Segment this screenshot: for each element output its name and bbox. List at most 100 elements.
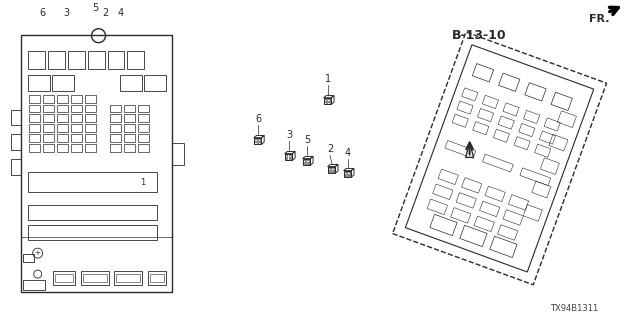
Bar [84,94,95,102]
Bar [324,98,332,104]
Bar [29,115,40,123]
Bar [81,271,109,285]
Bar [344,172,346,174]
Bar [56,144,68,152]
Bar [307,163,308,164]
Bar [84,144,95,152]
Text: 5: 5 [304,135,310,145]
Bar [328,100,330,101]
Bar [70,144,81,152]
Bar [124,134,136,142]
Bar [56,94,68,102]
Bar [344,175,346,176]
Bar [120,75,143,91]
Bar [348,172,349,174]
Bar [11,109,20,125]
Bar [108,51,124,68]
Bar [124,124,136,132]
Bar [70,105,81,113]
Bar [83,274,106,282]
Text: 2: 2 [102,8,109,18]
Bar [70,115,81,123]
Bar [68,51,84,68]
Bar [84,134,95,142]
Bar [303,159,310,165]
Text: TX94B1311: TX94B1311 [550,304,598,313]
Bar [11,134,20,150]
Bar [257,142,260,143]
Text: B-13-10: B-13-10 [452,29,507,42]
Text: 4: 4 [345,148,351,158]
Bar [344,171,351,177]
Bar [253,138,261,144]
Polygon shape [466,142,474,157]
Bar [43,94,54,102]
Bar [29,94,40,102]
Bar [56,105,68,113]
Bar [115,271,143,285]
Bar [303,160,305,162]
Bar [43,144,54,152]
Bar [70,124,81,132]
Bar [43,115,54,123]
Bar [88,51,104,68]
Bar [28,51,45,68]
Bar [28,75,50,91]
Text: 4: 4 [117,8,124,18]
Bar [324,102,326,104]
Bar [29,134,40,142]
Text: 3: 3 [63,8,70,18]
Text: 6: 6 [40,8,45,18]
Bar [28,172,157,192]
Bar [254,142,257,143]
Text: 2: 2 [327,144,333,154]
Bar [138,144,149,152]
Bar [324,100,326,101]
Bar [138,115,149,123]
Bar [70,94,81,102]
Bar [29,105,40,113]
Bar [127,51,145,68]
Bar [307,160,308,162]
Bar [111,144,122,152]
Bar [172,143,184,165]
Bar [285,155,287,157]
Bar [285,158,287,159]
Bar [29,124,40,132]
Bar [332,171,333,172]
Text: 5: 5 [92,3,99,13]
Text: FR.: FR. [589,14,610,24]
Bar [111,115,122,123]
Bar [257,139,260,141]
Bar [138,124,149,132]
Bar [22,280,45,290]
Bar [150,274,164,282]
Text: 6: 6 [255,115,261,124]
Bar [124,105,136,113]
Bar [289,158,291,159]
Bar [56,134,68,142]
Bar [52,271,75,285]
Bar [111,124,122,132]
Bar [84,115,95,123]
Bar [56,115,68,123]
Bar [43,134,54,142]
Bar [43,105,54,113]
Bar [70,134,81,142]
Bar [11,159,20,175]
Bar [124,115,136,123]
Bar [328,102,330,104]
Bar [20,35,172,292]
Text: 1: 1 [140,178,145,187]
Bar [47,51,65,68]
Bar [145,75,166,91]
Bar [138,134,149,142]
Bar [254,139,257,141]
Bar [332,168,333,170]
Bar [289,155,291,157]
Bar [28,205,157,220]
Bar [54,274,72,282]
Bar [116,274,140,282]
Text: 1: 1 [325,74,331,84]
Bar [43,124,54,132]
